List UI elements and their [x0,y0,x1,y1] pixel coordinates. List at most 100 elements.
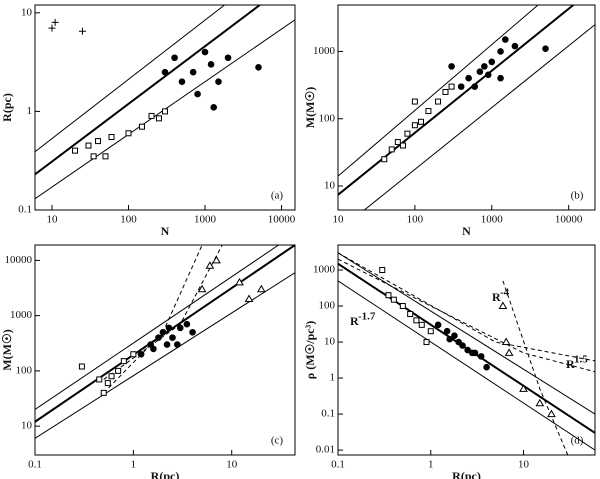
fit-line [35,245,279,410]
y-tick-label: 10 [324,180,336,192]
point [137,350,145,358]
point [385,292,392,299]
annotation: R [566,357,575,371]
point [446,335,453,343]
point [174,341,181,348]
point [511,42,519,50]
point [504,348,514,356]
x-tick-label: 10000 [268,214,296,226]
point [255,64,262,71]
point [85,142,92,149]
point [125,130,132,137]
point [399,303,406,310]
point [390,296,397,303]
point [443,327,451,335]
annotation-exponent: 1.5 [574,354,588,366]
point [547,409,556,418]
point [459,342,466,349]
point [183,320,191,328]
y-axis-label: M(M☉) [0,329,14,370]
point [471,83,479,90]
point [108,134,115,141]
point [477,353,485,360]
point [451,332,458,339]
point [115,367,122,374]
fit-line [35,5,261,176]
point [189,68,197,76]
point [163,341,171,348]
point [411,98,418,105]
point [256,284,266,293]
fit-line [338,5,574,196]
plot-frame [337,244,596,456]
point [379,267,386,274]
point [434,321,442,329]
point [411,122,418,129]
x-tick-label: 1000 [194,214,217,226]
point [417,118,424,125]
point [427,328,434,335]
panel-label: (a) [271,190,284,202]
point [407,311,414,318]
y-tick-label: 1000 [313,264,336,276]
x-tick-label: 10 [46,214,58,226]
annotation-exponent: -1.7 [358,311,376,323]
fit-line [338,252,595,415]
y-tick-label: 10 [324,336,336,348]
panel-label: (c) [271,435,284,447]
y-tick-label: 1000 [313,45,336,57]
x-axis-label: N [161,224,170,238]
x-tick-label: 10 [333,214,345,226]
y-tick-label: 10 [21,6,33,18]
point [399,142,406,149]
point [78,27,86,35]
point [159,328,167,336]
panel-label: (d) [571,435,584,447]
point [148,112,155,119]
fit-line [338,258,595,373]
point [161,68,169,76]
x-tick-label: 100 [407,214,424,226]
x-tick-label: 0.1 [28,459,42,471]
y-tick-label: 1000 [10,309,33,321]
fit-line [35,5,225,153]
plot-frame [337,4,596,211]
annotation: R [492,290,501,304]
point [165,324,173,332]
y-tick-label: 0.1 [321,408,335,420]
point [212,255,221,264]
point [130,351,137,358]
point [72,147,79,154]
y-tick-label: 0.1 [18,204,32,216]
point [476,68,484,75]
point [189,328,196,336]
x-tick-label: 1 [428,459,434,471]
point [215,78,222,86]
point [442,88,449,95]
point [394,139,401,146]
point [171,54,178,62]
fit-line [502,280,569,455]
fit-line [364,24,595,210]
point [138,123,145,130]
point [501,337,511,346]
point [194,90,201,98]
point [488,58,496,66]
point [497,48,504,55]
point [404,130,411,137]
x-axis-label: N [462,224,471,238]
point [207,61,215,68]
y-tick-label: 100 [319,112,336,124]
fit-line [338,5,539,177]
point [468,349,476,357]
point [235,277,244,286]
x-tick-label: 1000 [481,214,504,226]
y-tick-label: 100 [16,364,33,376]
point [169,334,176,341]
fit-line [103,245,223,380]
point [484,71,492,79]
plot-area [35,5,295,200]
point [498,301,508,310]
point [535,398,545,407]
